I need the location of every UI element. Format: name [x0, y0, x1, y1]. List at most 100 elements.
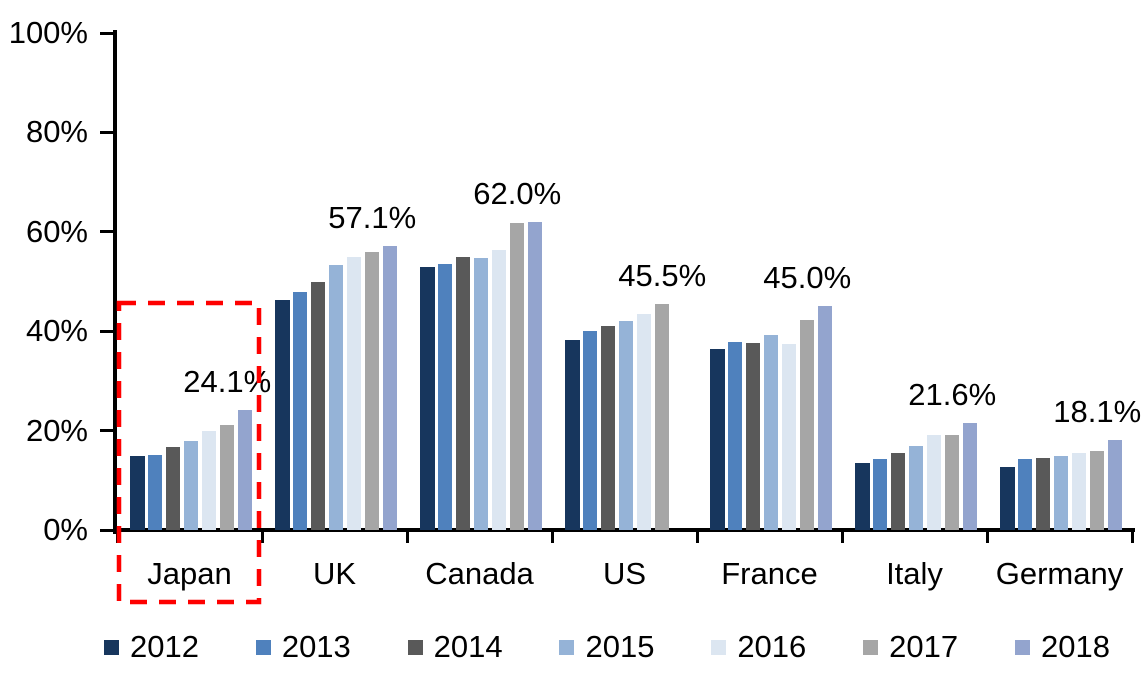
bar-us-2017 [654, 303, 670, 530]
bar-japan-2013 [147, 455, 163, 530]
y-axis-tick-label: 80% [25, 114, 88, 150]
data-label: 45.0% [763, 260, 852, 296]
legend-label-2015: 2015 [585, 629, 655, 664]
legend-item-2013: 2013 [255, 629, 351, 665]
data-label: 18.1% [1053, 394, 1142, 430]
legend-item-2012: 2012 [104, 629, 199, 665]
bar-japan-2012 [130, 455, 145, 530]
bar-germany-2014 [1035, 458, 1051, 530]
y-axis-tick [100, 329, 113, 333]
bar-us-2013 [582, 331, 598, 530]
bar-italy-2017 [944, 434, 960, 530]
bar-france-2017 [799, 319, 815, 530]
data-label: 45.5% [618, 257, 707, 293]
y-axis-tick-label: 100% [8, 15, 88, 50]
legend-item-2014: 2014 [407, 629, 503, 665]
bar-us-2014 [600, 325, 616, 530]
data-label: 24.1% [183, 364, 272, 400]
y-axis-tick-label: 0% [43, 512, 88, 547]
legend-swatch-2014 [407, 639, 423, 655]
x-axis-category-label: Italy [886, 556, 943, 591]
bar-france-2018 [817, 306, 833, 530]
legend-swatch-2017 [863, 639, 879, 655]
y-axis-tick-label: 60% [25, 213, 88, 249]
bar-us-2016 [636, 313, 652, 530]
legend-swatch-2015 [559, 639, 575, 655]
x-axis-tick [840, 532, 844, 543]
bar-canada-2013 [437, 264, 453, 530]
legend-item-2018: 2018 [1014, 629, 1110, 665]
bar-germany-2018 [1107, 440, 1123, 530]
bar-germany-2013 [1017, 459, 1033, 530]
bar-japan-2014 [165, 447, 181, 530]
bar-germany-2015 [1053, 456, 1069, 530]
bar-germany-2012 [1000, 467, 1015, 530]
legend-swatch-2013 [255, 639, 271, 655]
legend-label-2013: 2013 [281, 629, 351, 664]
bar-japan-2016 [201, 430, 217, 530]
x-axis-tick [260, 532, 264, 543]
bar-japan-2018 [237, 410, 253, 530]
x-axis-tick [985, 532, 989, 543]
y-axis-tick [100, 130, 113, 134]
bar-uk-2017 [364, 252, 380, 530]
bar-us-2015 [618, 320, 634, 530]
highlight-box-rect [116, 300, 262, 605]
bar-canada-2018 [527, 221, 543, 530]
x-axis-category-label: Japan [147, 556, 232, 591]
y-axis-tick [100, 230, 113, 234]
legend-item-2017: 2017 [863, 629, 958, 665]
bar-uk-2012 [275, 299, 290, 530]
x-axis-tick [1130, 532, 1134, 543]
bar-germany-2016 [1071, 453, 1087, 530]
x-axis-category-label: France [721, 556, 818, 591]
legend-swatch-2018 [1014, 639, 1030, 655]
bar-italy-2012 [855, 463, 870, 530]
legend-label-2012: 2012 [130, 629, 199, 664]
y-axis-tick [100, 429, 113, 433]
y-axis-tick [100, 31, 113, 35]
y-axis-tick-label: 20% [25, 412, 88, 448]
bar-france-2013 [727, 342, 743, 530]
y-axis-tick-label: 40% [25, 313, 88, 349]
x-axis-line [113, 528, 1135, 532]
bar-italy-2018 [962, 422, 978, 530]
bar-canada-2016 [491, 250, 507, 530]
chart-legend: 2012 2013 2014 2015 2016 2017 2018 [104, 626, 1110, 668]
bar-canada-2017 [509, 222, 525, 530]
x-axis-tick [695, 532, 699, 543]
bar-uk-2013 [292, 292, 308, 530]
x-axis-category-label: Canada [425, 556, 534, 591]
bar-france-2016 [781, 344, 797, 530]
bar-italy-2013 [872, 458, 888, 530]
bar-us-2012 [565, 340, 580, 530]
bar-canada-2015 [473, 258, 489, 530]
x-axis-category-label: Germany [995, 556, 1124, 591]
data-label: 21.6% [908, 376, 997, 412]
bar-japan-2017 [219, 425, 235, 530]
y-axis-tick [100, 528, 113, 532]
x-axis-category-label: US [602, 556, 647, 591]
bar-france-2014 [745, 342, 761, 530]
legend-label-2014: 2014 [433, 629, 503, 664]
y-axis-line [113, 30, 117, 534]
legend-label-2016: 2016 [737, 629, 807, 664]
x-axis-tick [550, 532, 554, 543]
bar-uk-2015 [328, 265, 344, 530]
data-label: 62.0% [473, 175, 562, 211]
bar-canada-2012 [420, 266, 435, 530]
legend-label-2017: 2017 [889, 629, 959, 664]
bar-uk-2018 [382, 246, 398, 530]
bar-uk-2014 [310, 282, 326, 530]
legend-item-2015: 2015 [559, 629, 654, 665]
bar-germany-2017 [1089, 450, 1105, 530]
legend-label-2018: 2018 [1040, 629, 1110, 664]
legend-item-2016: 2016 [711, 629, 806, 665]
x-axis-tick [405, 532, 409, 543]
bar-italy-2014 [890, 453, 906, 530]
legend-swatch-2012 [104, 639, 119, 655]
bar-japan-2015 [183, 440, 199, 530]
bar-canada-2014 [455, 256, 471, 530]
legend-swatch-2016 [711, 639, 727, 655]
